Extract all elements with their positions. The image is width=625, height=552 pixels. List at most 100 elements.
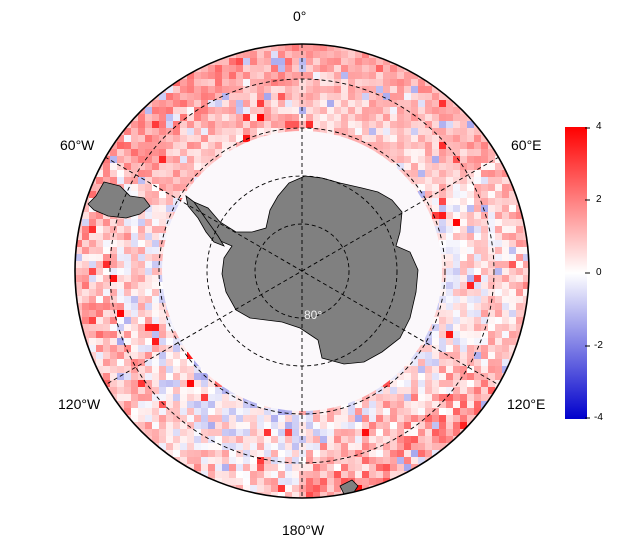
heatmap-cell (313, 422, 320, 429)
heatmap-cell (516, 275, 523, 282)
heatmap-cell (292, 492, 299, 498)
heatmap-cell (341, 128, 348, 135)
heatmap-cell (187, 394, 194, 401)
heatmap-cell (180, 387, 187, 394)
heatmap-cell (243, 65, 250, 72)
heatmap-cell (439, 275, 446, 282)
heatmap-cell (481, 254, 488, 261)
heatmap-cell (376, 401, 383, 408)
heatmap-cell (474, 310, 481, 317)
heatmap-cell (334, 471, 341, 478)
heatmap-cell (432, 359, 439, 366)
heatmap-cell (166, 324, 173, 331)
heatmap-cell (439, 128, 446, 135)
heatmap-cell (166, 338, 173, 345)
heatmap-cell (383, 394, 390, 401)
heatmap-cell (516, 282, 523, 289)
heatmap-cell (397, 86, 404, 93)
heatmap-cell (355, 408, 362, 415)
heatmap-cell (264, 72, 271, 79)
heatmap-cell (271, 457, 278, 464)
heatmap-cell (89, 254, 96, 261)
heatmap-cell (264, 58, 271, 65)
heatmap-cell (453, 359, 460, 366)
heatmap-cell (152, 184, 159, 191)
heatmap-cell (229, 401, 236, 408)
heatmap-cell (299, 415, 306, 422)
heatmap-cell (327, 51, 334, 58)
heatmap-cell (509, 247, 516, 254)
heatmap-cell (89, 191, 96, 198)
heatmap-cell (187, 135, 194, 142)
heatmap-cell (439, 205, 446, 212)
heatmap-cell (474, 198, 481, 205)
heatmap-cell (397, 135, 404, 142)
heatmap-cell (446, 240, 453, 247)
heatmap-cell (278, 121, 285, 128)
heatmap-cell (159, 380, 166, 387)
heatmap-cell (376, 436, 383, 443)
heatmap-cell (488, 240, 495, 247)
heatmap-cell (502, 317, 509, 324)
heatmap-cell (376, 478, 383, 485)
heatmap-cell (180, 429, 187, 436)
heatmap-cell (383, 457, 390, 464)
heatmap-cell (131, 128, 138, 135)
heatmap-cell (418, 114, 425, 121)
heatmap-cell (439, 93, 446, 100)
heatmap-cell (138, 240, 145, 247)
heatmap-cell (404, 149, 411, 156)
heatmap-cell (320, 51, 327, 58)
heatmap-cell (432, 408, 439, 415)
colorbar-tick-label: 0 (596, 267, 602, 278)
heatmap-cell (355, 450, 362, 457)
heatmap-cell (201, 464, 208, 471)
heatmap-cell (82, 296, 89, 303)
heatmap-cell (299, 450, 306, 457)
heatmap-cell (320, 100, 327, 107)
heatmap-cell (495, 226, 502, 233)
heatmap-cell (264, 485, 271, 492)
heatmap-cell (306, 429, 313, 436)
heatmap-cell (383, 429, 390, 436)
heatmap-cell (411, 135, 418, 142)
heatmap-cell (320, 72, 327, 79)
heatmap-cell (89, 345, 96, 352)
heatmap-cell (488, 289, 495, 296)
heatmap-cell (264, 478, 271, 485)
heatmap-cell (390, 380, 397, 387)
heatmap-cell (411, 128, 418, 135)
heatmap-cell (425, 142, 432, 149)
heatmap-cell (285, 58, 292, 65)
heatmap-cell (460, 359, 467, 366)
heatmap-cell (159, 429, 166, 436)
heatmap-cell (453, 373, 460, 380)
heatmap-cell (152, 415, 159, 422)
heatmap-cell (299, 429, 306, 436)
heatmap-cell (495, 170, 502, 177)
heatmap-cell (425, 415, 432, 422)
heatmap-cell (96, 184, 103, 191)
heatmap-cell (446, 401, 453, 408)
heatmap-cell (348, 464, 355, 471)
heatmap-cell (341, 51, 348, 58)
heatmap-cell (271, 450, 278, 457)
heatmap-cell (383, 65, 390, 72)
heatmap-cell (250, 478, 257, 485)
heatmap-cell (474, 401, 481, 408)
heatmap-cell (397, 142, 404, 149)
heatmap-cell (278, 464, 285, 471)
heatmap-cell (411, 184, 418, 191)
heatmap-cell (320, 478, 327, 485)
heatmap-cell (250, 485, 257, 492)
heatmap-cell (348, 471, 355, 478)
heatmap-cell (222, 387, 229, 394)
heatmap-cell (229, 107, 236, 114)
heatmap-cell (313, 107, 320, 114)
heatmap-cell (432, 163, 439, 170)
heatmap-cell (138, 121, 145, 128)
heatmap-cell (194, 149, 201, 156)
heatmap-cell (180, 352, 187, 359)
heatmap-cell (425, 170, 432, 177)
heatmap-cell (222, 93, 229, 100)
